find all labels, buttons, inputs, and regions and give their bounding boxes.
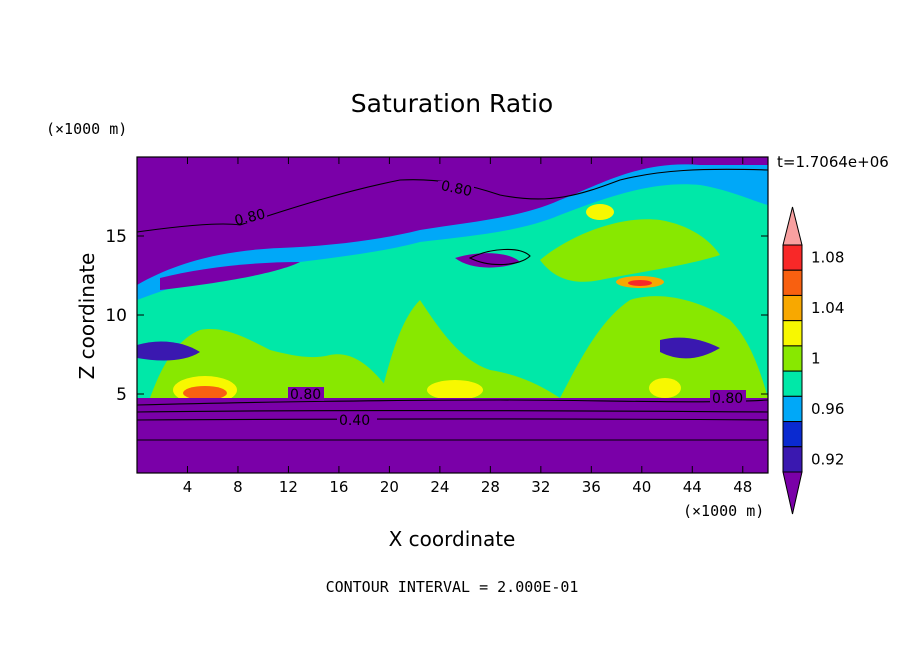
x-tick-label: 4 — [183, 478, 193, 496]
x-tick-label: 24 — [430, 478, 449, 496]
colorbar-label: 1.04 — [811, 299, 844, 317]
contour-interval-footer: CONTOUR INTERVAL = 2.000E-01 — [326, 578, 579, 596]
lower-dry-layer — [137, 398, 768, 473]
x-tick-label: 48 — [733, 478, 752, 496]
colorbar-label: 1 — [811, 350, 821, 368]
x-tick-label: 36 — [582, 478, 601, 496]
time-label: t=1.7064e+06 — [777, 153, 889, 171]
x-tick-label: 28 — [481, 478, 500, 496]
colorbar-box — [783, 245, 802, 270]
contour-label: 0.40 — [339, 413, 370, 429]
colorbar-label: 0.96 — [811, 400, 844, 418]
colorbar-box — [783, 396, 802, 421]
colorbar-box — [783, 270, 802, 295]
colorbar-box — [783, 346, 802, 371]
colorbar-box — [783, 295, 802, 320]
colorbar-box — [783, 321, 802, 346]
y-unit-label: (×1000 m) — [46, 120, 127, 138]
colorbar: 0.92 0.96 1 1.04 1.08 — [783, 207, 844, 514]
hot-spot-3 — [649, 378, 681, 398]
y-tick-label: 15 — [105, 227, 127, 247]
chart-title: Saturation Ratio — [351, 89, 553, 118]
hot-spot-4 — [586, 204, 614, 220]
y-tick-label: 5 — [116, 385, 127, 405]
x-tick-label: 44 — [683, 478, 702, 496]
x-tick-label: 20 — [380, 478, 399, 496]
y-tick-label: 10 — [105, 306, 127, 326]
y-axis-label: Z coordinate — [75, 253, 99, 380]
colorbar-label: 1.08 — [811, 249, 844, 267]
x-tick-label: 8 — [233, 478, 243, 496]
x-tick-label: 40 — [632, 478, 651, 496]
colorbar-label: 0.92 — [811, 450, 844, 468]
x-axis-label: X coordinate — [389, 527, 516, 551]
hot-spot-5-core — [628, 280, 652, 286]
colorbar-bottom-arrow — [783, 472, 802, 514]
x-unit-label: (×1000 m) — [683, 502, 764, 520]
colorbar-box — [783, 447, 802, 472]
colorbar-box — [783, 371, 802, 396]
colorbar-top-arrow — [783, 207, 802, 245]
hot-spot-1-core — [183, 386, 227, 400]
plot-area — [137, 157, 768, 473]
contour-label: 0.80 — [712, 391, 743, 407]
colorbar-box — [783, 422, 802, 447]
x-tick-label: 12 — [279, 478, 298, 496]
x-tick-label: 16 — [329, 478, 348, 496]
contour-label: 0.80 — [290, 387, 321, 403]
hot-spot-2 — [427, 380, 483, 400]
x-tick-label: 32 — [531, 478, 550, 496]
